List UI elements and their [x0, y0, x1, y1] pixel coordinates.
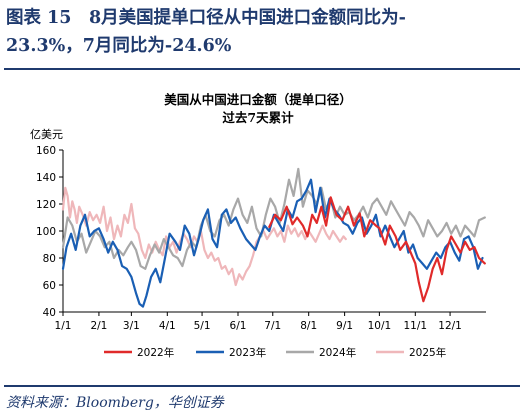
- chart-title: 美国从中国进口金额（提单口径）: [164, 92, 352, 107]
- y-tick-label: 80: [43, 253, 56, 265]
- source-note: 资料来源：Bloomberg，华创证券: [6, 395, 224, 411]
- legend: 2022年 2023年 2024年 2025年: [104, 346, 446, 359]
- x-tick-label: 10/1: [368, 320, 392, 332]
- x-tick-label: 4/1: [159, 320, 176, 332]
- x-tick-label: 7/1: [264, 320, 281, 332]
- x-tick-label: 8/1: [300, 320, 317, 332]
- source-rule: [4, 385, 520, 387]
- y-tick-label: 40: [43, 307, 56, 319]
- y-tick-label: 120: [36, 199, 56, 211]
- x-tick-label: 6/1: [230, 320, 247, 332]
- x-tick-label: 2/1: [90, 320, 107, 332]
- x-tick-label: 12/1: [438, 320, 462, 332]
- x-tick-label: 1/1: [55, 320, 72, 332]
- chart-canvas: 美国从中国进口金额（提单口径） 过去7天累计 亿美元 40 60 80 100 120 1…: [30, 92, 486, 359]
- axes: 40 60 80 100 120 140 160 1/1 2/1 3/1 4/1 5/1 6/1 7/1 8…: [36, 145, 486, 332]
- x-tick-label: 9/1: [336, 320, 353, 332]
- legend-label: 2025年: [409, 346, 446, 359]
- series-line-0: [268, 196, 486, 303]
- y-tick-label: 140: [36, 172, 56, 184]
- y-tick-label: 100: [36, 226, 56, 238]
- title-rule: [4, 68, 520, 70]
- y-axis-unit: 亿美元: [30, 128, 63, 141]
- legend-label: 2022年: [137, 346, 174, 359]
- series-line-2: [61, 167, 486, 270]
- figure-title: 图表 15 8月美国提单口径从中国进口金额同比为- 23.3%，7月同比为-24…: [6, 4, 518, 60]
- legend-label: 2024年: [319, 346, 356, 359]
- series-lines: [61, 167, 486, 308]
- chart-subtitle: 过去7天累计: [222, 110, 294, 125]
- x-tick-label: 5/1: [194, 320, 211, 332]
- x-tick-label: 3/1: [123, 320, 140, 332]
- figure-title-line2: 23.3%，7月同比为-24.6%: [6, 36, 232, 56]
- y-tick-label: 60: [43, 280, 56, 292]
- y-tick-label: 160: [36, 145, 56, 157]
- x-tick-label: 11/1: [404, 320, 428, 332]
- figure-title-line1: 图表 15 8月美国提单口径从中国进口金额同比为-: [6, 8, 406, 28]
- legend-label: 2023年: [229, 346, 266, 359]
